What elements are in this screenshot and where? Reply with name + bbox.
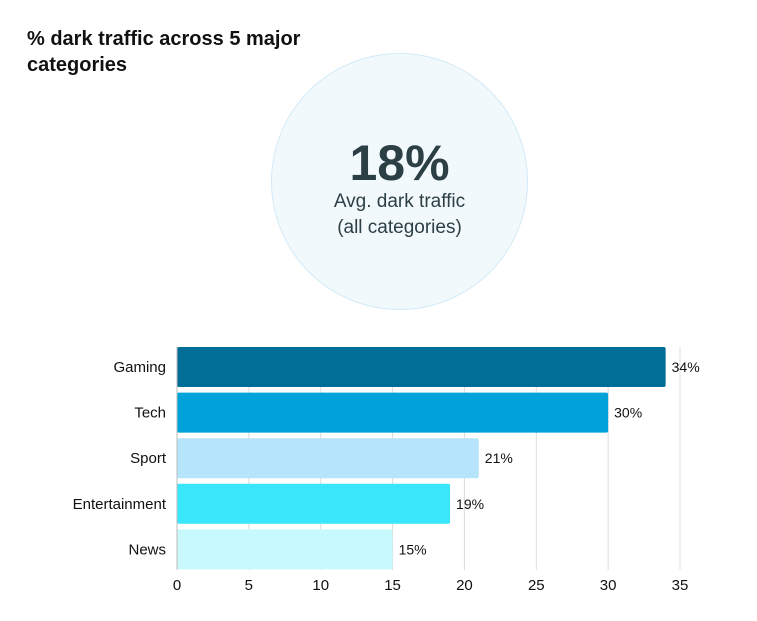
data-label: 19% — [456, 496, 484, 512]
category-label: Tech — [134, 405, 166, 422]
kpi-label-line2: (all categories) — [337, 217, 462, 238]
x-tick-label: 35 — [672, 577, 689, 594]
data-label: 15% — [399, 541, 427, 557]
bar-tech — [177, 392, 609, 433]
bar-sport — [177, 438, 479, 479]
x-tick-label: 30 — [600, 577, 617, 594]
x-tick-label: 0 — [173, 577, 181, 594]
x-tick-label: 10 — [312, 577, 329, 594]
kpi-value: 18% — [349, 135, 450, 191]
category-label: News — [128, 541, 166, 558]
category-label: Sport — [130, 450, 167, 467]
category-label: Entertainment — [73, 496, 167, 513]
x-tick-label: 25 — [528, 577, 545, 594]
x-tick-label: 15 — [384, 577, 401, 594]
x-tick-label: 20 — [456, 577, 473, 594]
category-label: Gaming — [113, 359, 166, 376]
data-label: 30% — [614, 405, 642, 421]
x-tick-label: 5 — [245, 577, 253, 594]
bar-news — [177, 529, 393, 570]
kpi-circle: 18% Avg. dark traffic (all categories) — [271, 53, 528, 310]
bar-gaming — [177, 347, 666, 387]
data-label: 21% — [485, 450, 513, 466]
bar-entertainment — [177, 483, 451, 524]
kpi-label-line1: Avg. dark traffic — [333, 191, 466, 212]
data-label: 34% — [672, 359, 700, 375]
chart-title: % dark traffic across 5 major categories — [27, 28, 301, 76]
